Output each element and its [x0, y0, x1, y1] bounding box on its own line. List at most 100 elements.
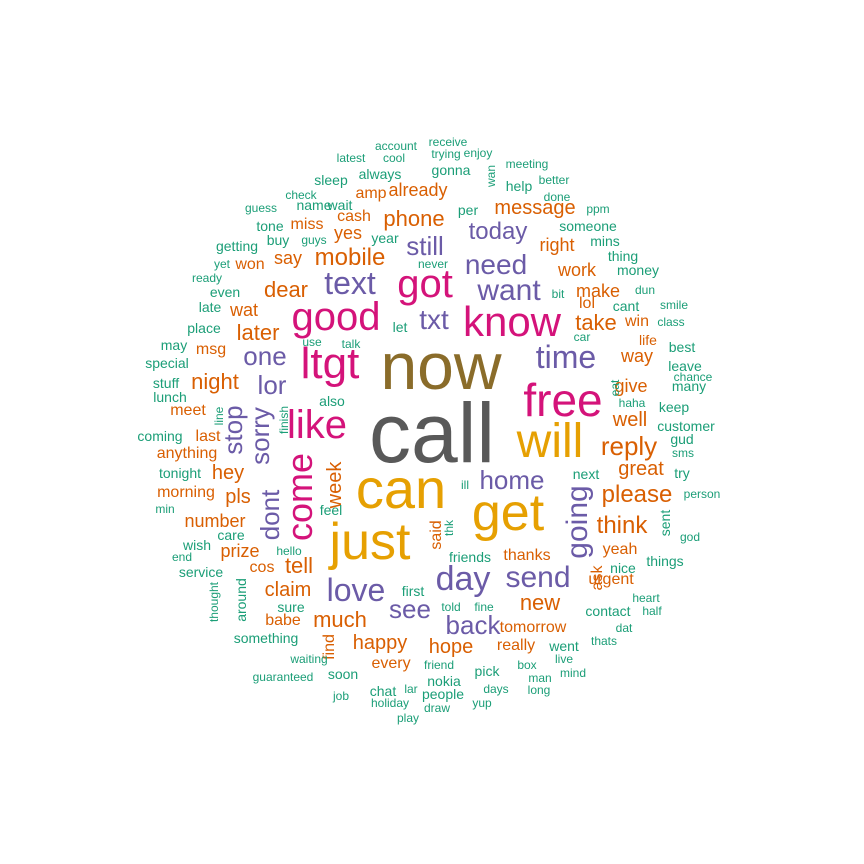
word-going: going — [561, 485, 594, 559]
word-babe: babe — [265, 612, 301, 629]
word-car: car — [573, 330, 591, 344]
word-want: want — [477, 274, 541, 307]
word-right: right — [539, 235, 575, 255]
word-name: name — [296, 197, 332, 213]
word-getting: getting — [215, 238, 259, 254]
word-message: message — [494, 197, 576, 219]
word-guess: guess — [244, 201, 278, 215]
word-pls: pls — [225, 486, 251, 508]
word-great: great — [618, 458, 664, 480]
word-many: many — [671, 378, 707, 394]
word-dont: dont — [255, 489, 285, 541]
word-sleep: sleep — [314, 172, 348, 188]
word-wait: wait — [327, 197, 353, 213]
word-year: year — [371, 230, 399, 246]
word-mobile: mobile — [314, 244, 386, 271]
word-life: life — [639, 332, 657, 348]
word-night: night — [191, 369, 239, 394]
word-win: win — [624, 313, 650, 330]
word-let: let — [392, 319, 408, 335]
word-talk: talk — [341, 337, 361, 351]
word-lor: lor — [257, 370, 287, 400]
word-special: special — [145, 355, 189, 371]
word-best: best — [668, 339, 696, 355]
word-friend: friend — [423, 658, 455, 672]
word-smile: smile — [659, 298, 689, 312]
word-tonight: tonight — [158, 465, 202, 481]
word-receive: receive — [428, 135, 468, 149]
word-job: job — [332, 689, 350, 703]
word-trying: trying — [431, 147, 461, 161]
word-sms: sms — [672, 446, 694, 460]
word-will: will — [516, 415, 584, 468]
word-time: time — [535, 339, 597, 375]
word-ask: ask — [589, 565, 606, 591]
word-draw: draw — [423, 701, 451, 715]
word-amp: amp — [355, 185, 387, 202]
word-chance: chance — [673, 370, 713, 384]
word-never: never — [417, 257, 449, 271]
word-people: people — [421, 686, 465, 702]
word-eat: eat — [608, 379, 622, 397]
word-miss: miss — [290, 216, 324, 233]
word-ltgt: ltgt — [300, 339, 360, 388]
word-min: min — [155, 502, 175, 516]
word-done: done — [543, 190, 571, 204]
word-latest: latest — [336, 151, 366, 165]
word-good: good — [291, 295, 381, 339]
word-got: got — [397, 262, 453, 306]
word-number: number — [184, 511, 246, 531]
word-man: man — [528, 671, 552, 685]
word-prize: prize — [220, 541, 260, 561]
word-later: later — [236, 320, 280, 345]
word-also: also — [319, 393, 345, 409]
word-way: way — [620, 346, 654, 366]
word-lunch: lunch — [153, 389, 187, 405]
word-tone: tone — [256, 218, 284, 234]
word-still: still — [406, 231, 444, 261]
word-yet: yet — [213, 257, 231, 271]
word-phone: phone — [383, 206, 445, 231]
word-meeting: meeting — [505, 157, 549, 171]
word-please: please — [601, 481, 673, 508]
word-claim: claim — [264, 579, 312, 601]
word-thanks: thanks — [503, 547, 551, 564]
word-tell: tell — [284, 553, 314, 578]
word-care: care — [217, 527, 245, 543]
word-next: next — [572, 466, 600, 482]
word-won: won — [235, 256, 265, 273]
word-sent: sent — [657, 509, 673, 537]
word-thk: thk — [442, 519, 456, 537]
word-cos: cos — [249, 559, 275, 576]
word-love: love — [326, 572, 386, 608]
word-call: call — [368, 386, 496, 480]
word-account: account — [374, 139, 418, 153]
word-thought: thought — [207, 581, 221, 623]
word-feel: feel — [319, 502, 343, 518]
word-went: went — [549, 638, 579, 654]
word-always: always — [358, 166, 402, 182]
word-customer: customer — [657, 418, 715, 434]
word-anything: anything — [156, 445, 218, 462]
word-friends: friends — [448, 549, 492, 565]
word-waiting: waiting — [290, 652, 328, 666]
word-get: get — [471, 484, 545, 542]
word-first: first — [401, 583, 425, 599]
word-try: try — [674, 465, 690, 481]
word-really: really — [496, 637, 536, 654]
word-days: days — [483, 682, 509, 696]
word-guaranteed: guaranteed — [252, 670, 314, 684]
word-home: home — [479, 465, 545, 495]
word-cant: cant — [612, 298, 640, 314]
word-leave: leave — [668, 358, 702, 374]
word-holiday: holiday — [370, 696, 410, 710]
word-can: can — [355, 457, 447, 520]
word-free: free — [523, 374, 603, 426]
word-need: need — [464, 249, 528, 280]
word-msg: msg — [195, 341, 227, 358]
word-place: place — [187, 320, 221, 336]
word-txt: txt — [419, 304, 449, 335]
word-guys: guys — [301, 233, 327, 247]
word-think: think — [596, 512, 648, 539]
